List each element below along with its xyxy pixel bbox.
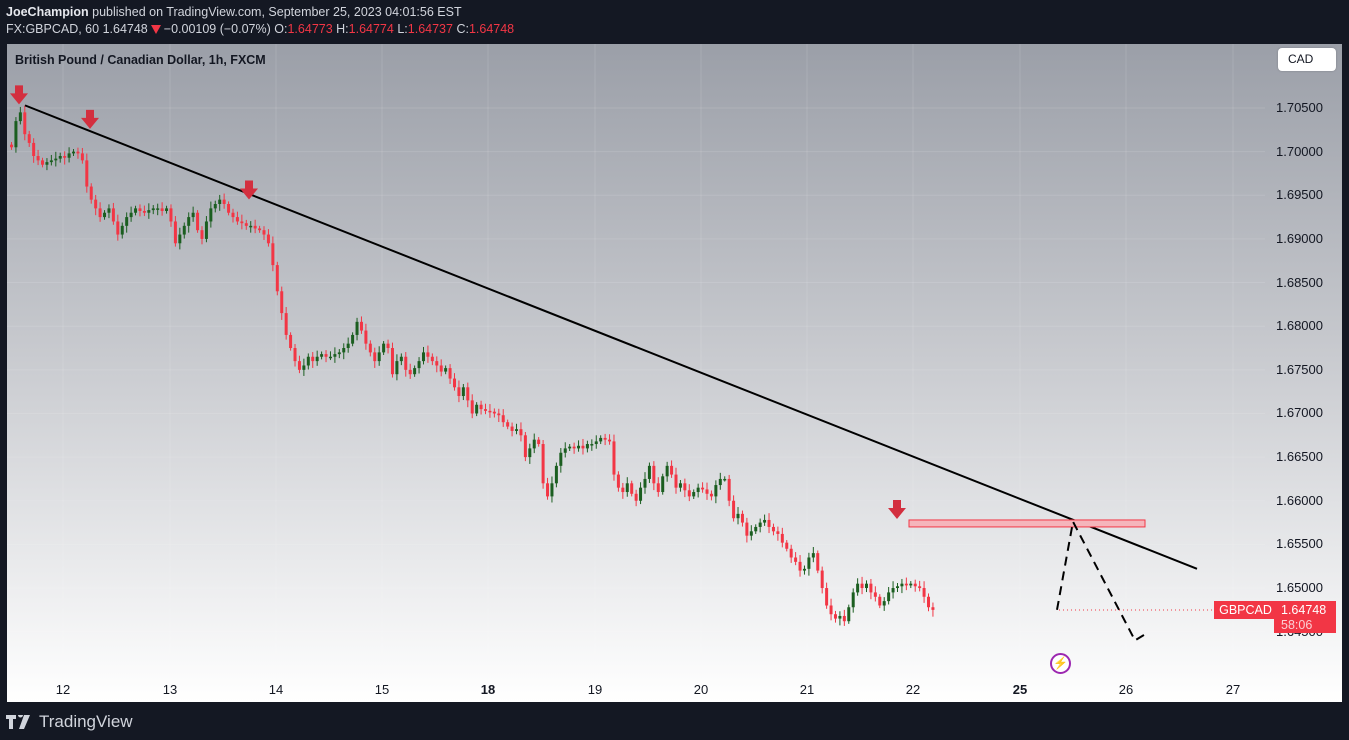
open-value: 1.64773	[287, 22, 333, 36]
close-value: 1.64748	[468, 22, 515, 36]
chart-pane[interactable]: British Pound / Canadian Dollar, 1h, FXC…	[7, 44, 1342, 702]
time-tick: 20	[693, 682, 709, 697]
low-value: 1.64737	[407, 22, 453, 36]
published-text: published on TradingView.com, September …	[88, 5, 462, 19]
time-tick: 21	[799, 682, 815, 697]
price-tick: 1.65000	[1276, 580, 1323, 596]
symbol-info: FX:GBPCAD, 60 1.64748 −0.00109 (−0.07%) O…	[6, 22, 514, 36]
tradingview-logo-icon	[6, 715, 30, 729]
price-tick: 1.65500	[1276, 536, 1323, 552]
price-tick: 1.69000	[1276, 230, 1323, 246]
last-price-tag: 1.64748 58:06	[1274, 601, 1336, 633]
down-arrow-icon	[240, 180, 258, 200]
symbol-price-tag: GBPCAD	[1214, 601, 1277, 619]
time-tick: 14	[268, 682, 284, 697]
time-tick: 15	[374, 682, 390, 697]
price-tick: 1.66000	[1276, 492, 1323, 508]
price-tick: 1.68500	[1276, 274, 1323, 290]
time-tick: 26	[1118, 682, 1134, 697]
symbol-label: FX:GBPCAD, 60	[6, 22, 100, 36]
time-tick: 25	[1012, 682, 1028, 697]
time-tick: 12	[55, 682, 71, 697]
candlestick-plot[interactable]	[7, 44, 1342, 702]
publish-info: JoeChampion published on TradingView.com…	[6, 5, 462, 19]
time-tick: 18	[480, 682, 496, 697]
tradingview-logo[interactable]: TradingView	[6, 712, 133, 732]
low-label: L:	[397, 22, 408, 36]
time-tick: 27	[1225, 682, 1241, 697]
open-label: O:	[274, 22, 288, 36]
price-tick: 1.70000	[1276, 143, 1323, 159]
chart-title: British Pound / Canadian Dollar, 1h, FXC…	[15, 53, 266, 67]
price-tick: 1.69500	[1276, 187, 1323, 203]
logo-text: TradingView	[39, 712, 133, 731]
price-change: −0.00109 (−0.07%)	[163, 22, 271, 36]
down-triangle-icon	[150, 25, 161, 34]
time-tick: 19	[587, 682, 603, 697]
last-price: 1.64748	[102, 22, 148, 36]
last-price-tag-value: 1.64748	[1281, 603, 1327, 617]
lightning-icon[interactable]: ⚡	[1050, 653, 1071, 674]
currency-button[interactable]: CAD	[1278, 48, 1336, 71]
price-tick: 1.66500	[1276, 449, 1323, 465]
down-arrow-icon	[888, 499, 906, 519]
high-label: H:	[336, 22, 349, 36]
price-tick: 1.67500	[1276, 361, 1323, 377]
author-name[interactable]: JoeChampion	[6, 5, 89, 19]
high-value: 1.64774	[348, 22, 394, 36]
price-tick: 1.67000	[1276, 405, 1323, 421]
time-tick: 13	[162, 682, 178, 697]
price-tick: 1.70500	[1276, 100, 1323, 115]
close-label: C:	[456, 22, 469, 36]
price-tick: 1.68000	[1276, 318, 1323, 334]
down-arrow-icon	[10, 85, 28, 105]
down-arrow-icon	[81, 109, 99, 129]
time-tick: 22	[905, 682, 921, 697]
bar-countdown: 58:06	[1281, 618, 1313, 632]
